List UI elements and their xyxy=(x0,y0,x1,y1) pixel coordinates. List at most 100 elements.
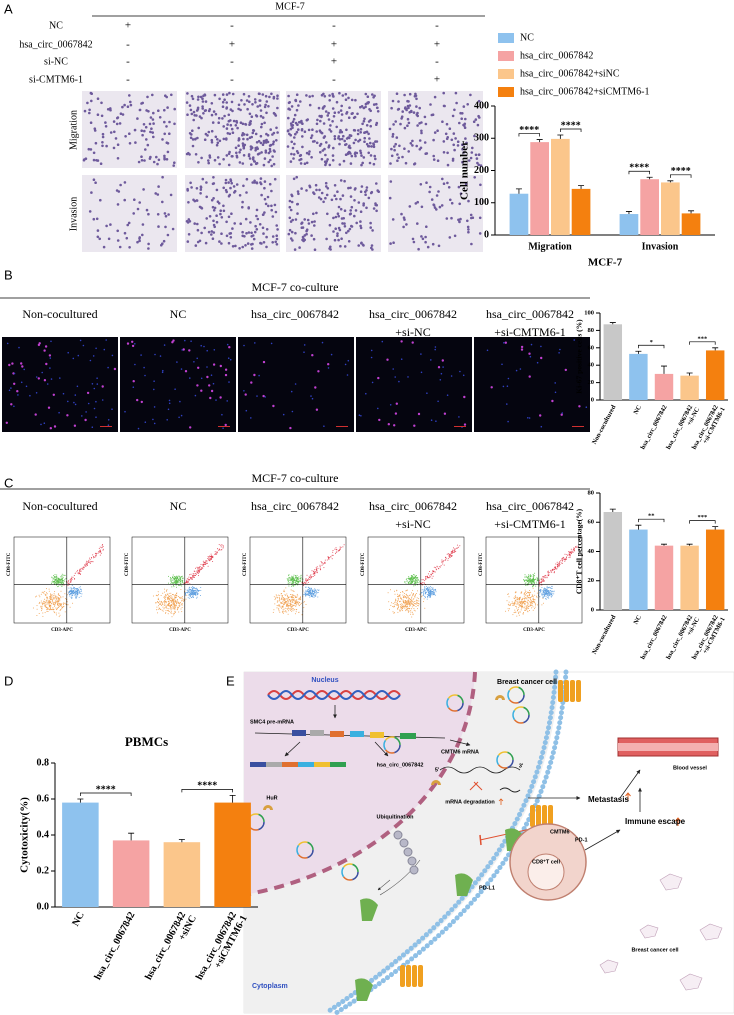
flow-x-label: CD3-APC xyxy=(523,628,545,633)
row-label: NC xyxy=(49,20,63,31)
y-tick-label: 20 xyxy=(588,379,595,386)
arrow xyxy=(619,769,641,799)
flow-x-label: CD3-APC xyxy=(169,628,191,633)
x-tick-label-line: hsa_circ_0067842 xyxy=(665,404,694,451)
stained-cells xyxy=(287,175,381,251)
scale-bar xyxy=(572,426,584,427)
circrna xyxy=(296,841,314,859)
column-label: +si-CMTM6-1 xyxy=(494,325,565,339)
ubiquitin xyxy=(407,856,417,866)
ki67-cells xyxy=(244,354,330,430)
bar xyxy=(654,373,674,400)
ubiquitin xyxy=(409,865,419,875)
column-label: NC xyxy=(170,499,187,513)
cancer-cells xyxy=(599,873,723,991)
flow-events xyxy=(168,574,185,588)
error-bar xyxy=(178,839,185,843)
nuclei xyxy=(6,339,114,428)
error-bar xyxy=(609,322,616,325)
mechanism-diagram: Nucleus Breast cancer cell SMC4 pre-mRNA hs… xyxy=(243,669,734,1015)
circrna xyxy=(496,751,514,769)
panel-label: D xyxy=(4,673,13,688)
flow-x-label: CD3-APC xyxy=(287,628,309,633)
flow-y-label: CD8-FITC xyxy=(361,552,366,576)
ubiquitin xyxy=(403,847,413,857)
circrna xyxy=(496,751,514,769)
treatment-sign: - xyxy=(230,56,234,68)
error-bar xyxy=(646,176,653,180)
significance-label: *** xyxy=(698,335,708,342)
significance-label: **** xyxy=(629,163,649,174)
error-bar xyxy=(712,347,719,351)
bar xyxy=(629,353,648,400)
treatment-sign: + xyxy=(229,39,235,51)
significance-bracket xyxy=(638,518,665,523)
micrograph xyxy=(82,91,177,168)
x-tick-label: Non-cocultured xyxy=(591,404,618,446)
x-tick-label: NC xyxy=(633,614,644,626)
ki67-cells xyxy=(5,342,117,430)
flow-events xyxy=(505,587,544,617)
legend-swatch xyxy=(498,87,514,97)
x-tick-label-line: hsa_circ_0067842 xyxy=(93,910,138,982)
x-tick-label: hsa_circ_0067842+siCMTM6-1 xyxy=(194,909,250,988)
stained-cells xyxy=(185,91,279,168)
pd-l1 xyxy=(355,978,373,1001)
circrna xyxy=(496,751,514,769)
nuclear-envelope xyxy=(243,671,477,897)
pd-l1 xyxy=(360,898,378,921)
flow-y-label: CD8-FITC xyxy=(479,552,484,576)
y-tick-label: 60 xyxy=(588,344,595,351)
x-tick-label-line: NC xyxy=(633,404,644,416)
diagram-label: hsa_circ_0067842 xyxy=(377,762,424,768)
circrna xyxy=(446,694,464,712)
scale-bar xyxy=(218,426,230,427)
dna-strand xyxy=(267,690,401,700)
bar xyxy=(112,840,150,907)
treatment-sign: + xyxy=(434,39,440,51)
treatment-sign: - xyxy=(126,74,130,86)
circrna xyxy=(383,736,401,754)
column-label: hsa_circ_0067842 xyxy=(369,499,457,513)
diagram-label: mRNA degradation xyxy=(445,799,495,805)
diagram-label: 5' xyxy=(435,767,440,773)
diagram-label: Ubiquitination xyxy=(377,814,415,820)
column-label: hsa_circ_0067842 xyxy=(251,499,339,513)
bar xyxy=(705,350,725,400)
column-label: hsa_circ_0067842 xyxy=(486,499,574,513)
treatment-sign: + xyxy=(125,20,131,32)
error-bar xyxy=(712,526,719,530)
flow-events xyxy=(538,585,555,600)
diagram-label: Blood vessel xyxy=(673,765,707,771)
arrow xyxy=(378,859,421,896)
significance-bracket xyxy=(560,128,582,133)
flow-events xyxy=(302,586,320,598)
flow-events xyxy=(68,584,83,599)
column-label: Non-cocultured xyxy=(22,499,97,513)
ki67-cells xyxy=(490,341,581,417)
x-tick-label-line: Non-cocultured xyxy=(591,404,618,446)
column-label: Non-cocultured xyxy=(22,307,97,321)
legend-swatch xyxy=(498,51,514,61)
flow-events xyxy=(538,545,578,587)
x-tick-label: Non-cocultured xyxy=(591,614,618,656)
significance-label: **** xyxy=(671,166,691,177)
error-bar xyxy=(609,508,616,513)
flow-events xyxy=(404,574,421,587)
y-tick-label: 200 xyxy=(474,165,489,176)
panel-label: A xyxy=(4,1,13,16)
fluorescence-image xyxy=(120,337,236,432)
treatment-sign: - xyxy=(435,20,439,32)
arrow xyxy=(449,739,471,747)
stained-cells xyxy=(82,91,177,167)
error-bar xyxy=(667,180,674,183)
error-bar xyxy=(686,372,693,376)
dna-strand xyxy=(267,690,401,700)
arrow xyxy=(584,829,621,851)
circrna xyxy=(496,751,514,769)
y-tick-label: 0.0 xyxy=(37,901,50,912)
circrna xyxy=(383,736,401,754)
diagram-label: CMTM6 mRNA xyxy=(441,749,479,755)
error-bar xyxy=(686,543,693,546)
x-tick-label: hsa_circ_0067842+siNC xyxy=(143,909,199,988)
